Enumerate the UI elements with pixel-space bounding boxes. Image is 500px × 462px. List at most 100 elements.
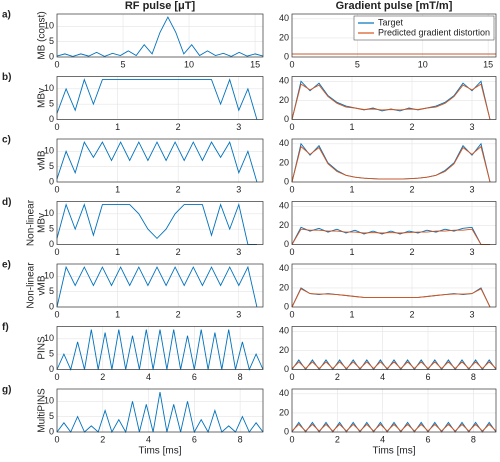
axes-frame: [291, 201, 497, 245]
x-tick-label: 0: [54, 247, 59, 257]
axes-frame: [56, 263, 264, 308]
y-tick-label: 10: [44, 21, 54, 31]
y-tick-label: 0: [49, 114, 54, 124]
y-tick-label: 20: [279, 407, 289, 417]
series-line: [291, 228, 490, 245]
x-tick-label: 8: [471, 434, 476, 444]
axes-frame: [56, 13, 264, 58]
axes-frame: [56, 388, 264, 433]
axes-frame: [291, 76, 497, 120]
y-tick-label: 5: [49, 161, 54, 171]
x-tick-label: 0: [54, 434, 59, 444]
x-tick-label: 6: [192, 434, 197, 444]
x-tick-label: 4: [146, 372, 151, 382]
x-tick-label: 1: [349, 184, 354, 194]
y-tick-label: 5: [49, 349, 54, 359]
series-line: [291, 359, 497, 371]
x-tick-label: 8: [471, 372, 476, 382]
x-tick-label: 0: [289, 59, 294, 69]
y-tick-label: 0: [284, 51, 289, 61]
series-line: [56, 392, 264, 434]
x-tick-label: 3: [469, 122, 474, 132]
column-title: RF pulse [μT]: [125, 0, 196, 12]
legend-label: Predicted gradient distortion: [378, 27, 490, 37]
y-tick-label: 40: [279, 76, 289, 86]
series-line: [291, 288, 491, 308]
series-line: [291, 145, 491, 183]
series-line: [291, 361, 497, 370]
x-tick-label: 1: [115, 309, 120, 319]
legend-box: [353, 15, 495, 41]
x-tick-label: 3: [469, 309, 474, 319]
legend-label: Target: [378, 17, 404, 27]
x-tick-label: 0: [289, 247, 294, 257]
x-tick-label: 6: [192, 372, 197, 382]
x-tick-label: 6: [425, 434, 430, 444]
series-line: [56, 16, 264, 57]
x-tick-label: 15: [250, 59, 260, 69]
y-tick-label: 10: [44, 396, 54, 406]
y-axis-label: MBv: [37, 88, 48, 108]
x-tick-label: 0: [289, 372, 294, 382]
y-axis-label: MBv: [37, 213, 48, 233]
x-tick-label: 6: [425, 372, 430, 382]
y-tick-label: 20: [279, 157, 289, 167]
x-tick-label: 0: [54, 372, 59, 382]
panel-label: c): [2, 135, 11, 146]
y-axis-label: MultiPINS: [37, 388, 48, 433]
y-tick-label: 20: [279, 32, 289, 42]
y-tick-label: 20: [279, 95, 289, 105]
x-tick-label: 0: [289, 434, 294, 444]
x-tick-label: 3: [236, 309, 241, 319]
x-tick-label: 8: [238, 434, 243, 444]
axes-frame: [291, 138, 497, 183]
panel-label: d): [2, 197, 11, 208]
x-tick-label: 1: [115, 184, 120, 194]
x-tick-label: 1: [349, 122, 354, 132]
series-line: [291, 80, 491, 120]
y-tick-label: 0: [49, 364, 54, 374]
x-tick-label: 2: [335, 372, 340, 382]
y-tick-label: 20: [279, 220, 289, 230]
axes-frame: [56, 76, 264, 120]
y-tick-label: 0: [284, 239, 289, 249]
series-line: [56, 203, 257, 245]
x-tick-label: 8: [238, 372, 243, 382]
x-tick-label: 2: [176, 247, 181, 257]
y-axis-label: vMB: [37, 275, 48, 295]
y-tick-label: 5: [49, 286, 54, 296]
y-tick-label: 0: [284, 176, 289, 186]
x-tick-label: 10: [184, 59, 194, 69]
x-tick-label: 1: [349, 309, 354, 319]
series-line: [56, 140, 258, 183]
x-tick-label: 2: [176, 309, 181, 319]
x-tick-label: 3: [236, 247, 241, 257]
x-tick-label: 2: [176, 184, 181, 194]
y-tick-label: 0: [49, 176, 54, 186]
panel-label: g): [2, 385, 11, 396]
y-tick-label: 0: [284, 426, 289, 436]
series-line: [291, 423, 497, 432]
y-tick-label: 0: [284, 114, 289, 124]
y-tick-label: 10: [44, 146, 54, 156]
x-tick-label: 4: [380, 372, 385, 382]
x-tick-label: 0: [54, 184, 59, 194]
y-tick-label: 0: [49, 426, 54, 436]
axes-frame: [56, 201, 264, 245]
axes-frame: [291, 13, 497, 58]
x-tick-label: 0: [289, 309, 294, 319]
y-tick-label: 40: [279, 388, 289, 398]
x-tick-label: 3: [469, 247, 474, 257]
y-tick-label: 20: [279, 345, 289, 355]
y-tick-label: 10: [44, 333, 54, 343]
series-line: [56, 265, 258, 308]
x-tick-label: 0: [289, 184, 294, 194]
x-tick-label: 2: [409, 184, 414, 194]
y-tick-label: 0: [284, 364, 289, 374]
x-tick-label: 3: [236, 122, 241, 132]
axes-frame: [56, 326, 264, 370]
panel-label: e): [2, 260, 11, 271]
y-tick-label: 40: [279, 263, 289, 273]
y-axis-label: PINS: [37, 336, 48, 360]
